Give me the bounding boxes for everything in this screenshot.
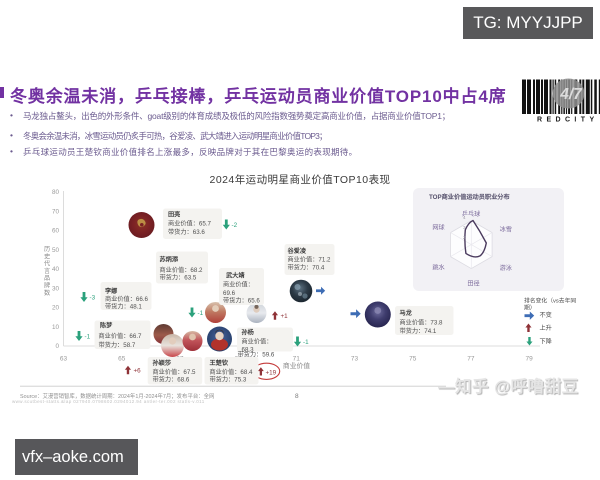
svg-text:马龙: 马龙 [400,309,413,317]
svg-text:史: 史 [44,252,50,260]
svg-text:带货力：63.5: 带货力：63.5 [160,274,197,282]
svg-text:60: 60 [52,228,60,235]
svg-text:Source：艾漫营销智库，数据统计周期：2024年1月-2: Source：艾漫营销智库，数据统计周期：2024年1月-2024年7月；发布平… [20,392,214,400]
svg-text:网球: 网球 [432,224,445,232]
svg-text:商业价值：66.6: 商业价值：66.6 [105,295,149,303]
svg-text:77: 77 [467,356,475,363]
svg-text:带货力：70.4: 带货力：70.4 [288,264,325,272]
svg-text:REDCITY: REDCITY [537,117,599,124]
svg-text:带货力：59.6: 带货力：59.6 [238,351,275,359]
svg-text:10: 10 [52,324,60,331]
svg-text:历: 历 [44,246,50,253]
svg-text:商业价值：: 商业价值： [242,337,273,345]
svg-text:73: 73 [351,356,359,363]
svg-text:田径: 田径 [467,279,479,287]
svg-text:田亮: 田亮 [168,211,180,219]
svg-text:0: 0 [55,343,59,350]
svg-text:80: 80 [52,189,60,196]
svg-text:30: 30 [52,285,60,292]
svg-text:40: 40 [52,266,60,273]
svg-text:4/7: 4/7 [559,86,583,103]
svg-text:带货力：48.1: 带货力：48.1 [105,303,142,311]
svg-text:70: 70 [52,208,60,215]
svg-text:排名变化（vs去年同: 排名变化（vs去年同 [524,297,576,305]
svg-text:带货力：58.7: 带货力：58.7 [99,341,136,349]
svg-text:言: 言 [44,267,50,275]
svg-text:武大靖: 武大靖 [226,272,245,280]
svg-text:20: 20 [52,305,60,312]
svg-text:商业价值：73.8: 商业价值：73.8 [400,319,444,327]
svg-text:-2: -2 [232,222,238,229]
svg-text:65: 65 [118,356,126,363]
svg-text:代: 代 [44,260,51,268]
svg-text:3: 3 [463,225,466,230]
svg-text:王楚钦: 王楚钦 [210,359,229,367]
svg-text:上升: 上升 [540,324,552,332]
svg-text:孙杨: 孙杨 [242,329,255,337]
svg-text:带货力：68.6: 带货力：68.6 [153,376,190,384]
svg-text:品: 品 [44,275,50,282]
svg-text:68.3: 68.3 [242,347,255,354]
svg-text:75: 75 [409,356,417,363]
svg-text:苏炳添: 苏炳添 [160,256,179,264]
svg-text:不变: 不变 [540,311,552,319]
svg-text:TOP商业价值运动员职业分布: TOP商业价值运动员职业分布 [429,193,510,201]
svg-text:商业价值：68.4: 商业价值：68.4 [210,368,254,376]
svg-text:+1: +1 [281,313,289,320]
svg-text:数: 数 [44,289,51,297]
svg-text:69.6: 69.6 [223,290,236,297]
svg-text:8: 8 [295,393,299,400]
svg-text:期）: 期） [524,305,536,312]
svg-text:李娜: 李娜 [104,287,118,295]
svg-text:商业价值：66.7: 商业价值：66.7 [99,332,143,340]
svg-text:带货力：74.1: 带货力：74.1 [400,327,437,335]
svg-text:+19: +19 [266,370,277,377]
svg-text:50: 50 [52,247,60,254]
svg-text:牌: 牌 [44,282,50,290]
svg-text:陈梦: 陈梦 [100,322,113,330]
svg-text:商业价值：68.2: 商业价值：68.2 [160,266,204,274]
svg-text:商业价值：67.5: 商业价值：67.5 [153,368,197,376]
svg-text:商业价值：71.2: 商业价值：71.2 [288,255,332,263]
svg-text:79: 79 [525,356,533,363]
svg-text:带货力：65.6: 带货力：65.6 [223,296,260,304]
svg-text:带货力：75.3: 带货力：75.3 [210,376,247,384]
svg-text:-1: -1 [303,339,309,346]
svg-text:游泳: 游泳 [500,264,512,272]
svg-text:-1: -1 [85,334,91,341]
svg-text:商业价值: 商业价值 [283,361,310,370]
svg-text:商业价值：: 商业价值： [223,281,254,289]
svg-text:4: 4 [463,215,466,220]
svg-text:跳水: 跳水 [432,263,445,271]
svg-text:乒乓球: 乒乓球 [462,210,481,218]
svg-text:谷爱凌: 谷爱凌 [288,247,307,255]
svg-text:下降: 下降 [540,338,552,346]
svg-text:-3: -3 [90,295,96,302]
svg-text:63: 63 [60,356,68,363]
svg-text:冰雪: 冰雪 [500,225,512,233]
svg-text:带货力：63.6: 带货力：63.6 [168,228,205,236]
svg-text:-1: -1 [198,310,204,317]
svg-text:孙颖莎: 孙颖莎 [153,359,172,367]
svg-text:+6: +6 [134,368,142,375]
svg-text:商业价值：65.7: 商业价值：65.7 [168,219,212,227]
svg-text:71: 71 [293,356,301,363]
svg-text:2: 2 [463,235,466,240]
